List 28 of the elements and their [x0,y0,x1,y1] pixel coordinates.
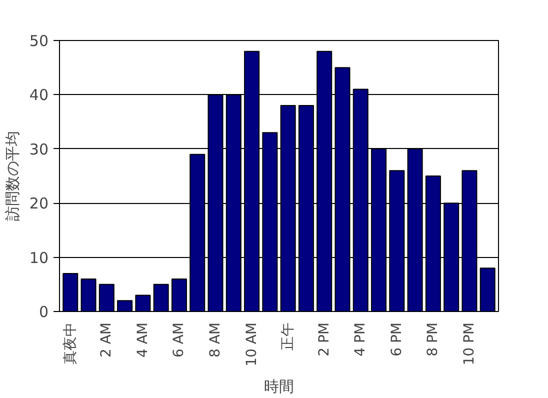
x-tick-label: 8 AM [208,322,224,358]
x-tick-label: 正午 [280,322,296,350]
bar [98,284,114,312]
y-tick-label: 10 [29,248,49,267]
x-tick-label: 4 PM [352,322,369,356]
x-tick-label: 6 PM [388,322,405,356]
y-tick-label: 40 [29,86,49,104]
y-tick-label: 20 [29,194,49,213]
x-tick-label: 真夜中 [62,322,78,364]
bar [171,278,187,312]
x-axis-title: 時間 [264,377,294,396]
x-tick-label: 10 AM [244,322,260,366]
x-tick-label: 2 PM [316,322,332,356]
y-tick-label: 50 [29,32,49,50]
x-tick-label: 2 AM [98,322,115,358]
x-tick-label: 6 AM [171,322,188,358]
bar [135,294,151,312]
x-tick-label: 10 PM [461,322,478,366]
y-tick-label: 30 [29,140,49,158]
bar [117,300,133,312]
x-tick-label: 4 AM [134,322,151,358]
y-tick-label: 0 [38,303,49,321]
x-tick-label: 8 PM [425,322,442,356]
bar [62,273,78,312]
bar [480,268,496,312]
bar [80,278,96,312]
y-axis-title: 訪問数の平均 [3,131,22,221]
bar [153,284,169,312]
